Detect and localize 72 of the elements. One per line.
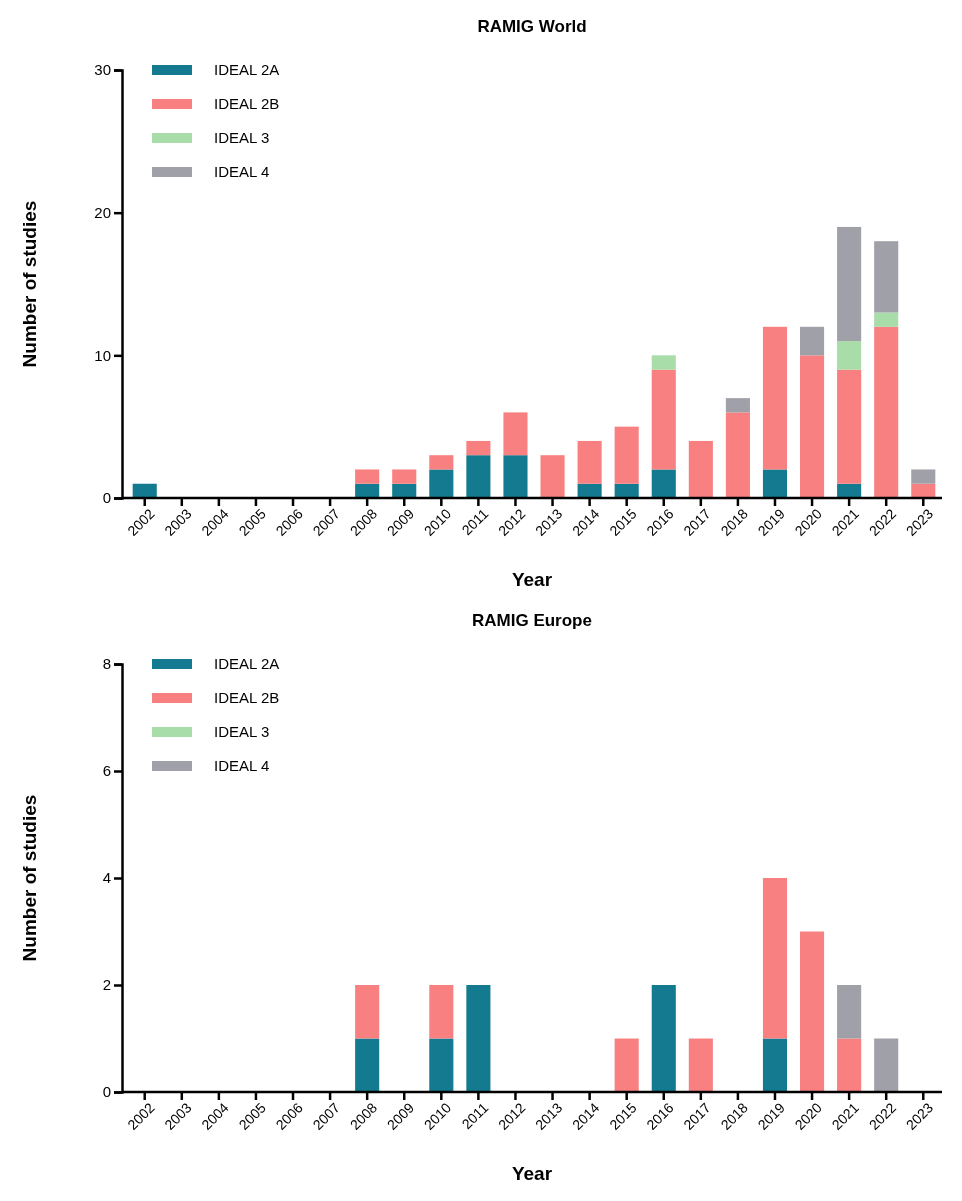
bar — [651, 369, 676, 470]
legend-label: IDEAL 3 — [214, 723, 270, 740]
y-tick-label: 20 — [94, 203, 111, 221]
bar — [874, 312, 899, 327]
bar — [911, 469, 936, 484]
legend-label: IDEAL 4 — [214, 163, 270, 180]
bar — [577, 483, 602, 498]
y-axis-title: Number of studies — [19, 794, 40, 962]
bar — [355, 483, 380, 498]
bar — [503, 412, 528, 456]
x-axis-title: Year — [511, 1163, 553, 1184]
y-tick-label: 30 — [94, 61, 111, 79]
bar — [911, 483, 936, 498]
bar — [800, 326, 825, 356]
bar — [466, 985, 491, 1092]
bar — [651, 355, 676, 370]
bar — [837, 341, 862, 370]
bar — [429, 455, 454, 470]
y-tick-label: 0 — [102, 1083, 111, 1101]
y-tick-label: 4 — [102, 869, 111, 887]
y-tick-label: 2 — [102, 976, 111, 994]
legend-label: IDEAL 4 — [214, 757, 270, 774]
bar — [651, 469, 676, 498]
bar — [651, 985, 676, 1092]
legend-label: IDEAL 2A — [214, 61, 280, 78]
bar — [837, 483, 862, 498]
bar — [762, 1038, 788, 1092]
bar — [392, 469, 417, 484]
chart-title: RAMIG Europe — [472, 611, 592, 630]
bar — [429, 469, 454, 498]
bar — [466, 455, 491, 498]
bar — [503, 455, 528, 498]
y-tick-label: 6 — [102, 762, 111, 780]
bar — [725, 398, 750, 413]
bar — [355, 1038, 380, 1092]
bar — [874, 241, 899, 313]
bar — [688, 1038, 713, 1092]
bar — [725, 412, 750, 498]
chart-title: RAMIG World — [477, 17, 587, 36]
bar — [429, 1038, 454, 1092]
bar — [132, 483, 157, 498]
bar — [355, 469, 380, 484]
bar — [688, 440, 713, 498]
legend-label: IDEAL 2B — [214, 95, 280, 112]
bar — [614, 426, 639, 484]
bar — [614, 1038, 639, 1092]
bar — [874, 1038, 899, 1092]
legend-label: IDEAL 3 — [214, 129, 270, 146]
bar — [837, 1038, 862, 1092]
bar — [762, 326, 788, 470]
bar — [429, 985, 454, 1039]
legend-label: IDEAL 2A — [214, 655, 280, 672]
bar — [800, 931, 825, 1092]
bar — [614, 483, 639, 498]
bar — [762, 469, 788, 498]
bar — [540, 455, 565, 498]
legend-label: IDEAL 2B — [214, 689, 280, 706]
bar — [800, 355, 825, 498]
bar — [874, 326, 899, 498]
bar — [837, 985, 862, 1039]
bar — [392, 483, 417, 498]
bar — [837, 226, 862, 342]
bar — [762, 878, 788, 1039]
bar — [577, 440, 602, 484]
y-tick-label: 8 — [102, 655, 111, 673]
x-axis-title: Year — [511, 569, 553, 590]
y-tick-label: 0 — [102, 489, 111, 507]
bar — [466, 440, 491, 456]
bar — [837, 369, 862, 484]
bar — [355, 985, 380, 1039]
y-tick-label: 10 — [94, 346, 111, 364]
y-axis-title: Number of studies — [19, 200, 40, 368]
